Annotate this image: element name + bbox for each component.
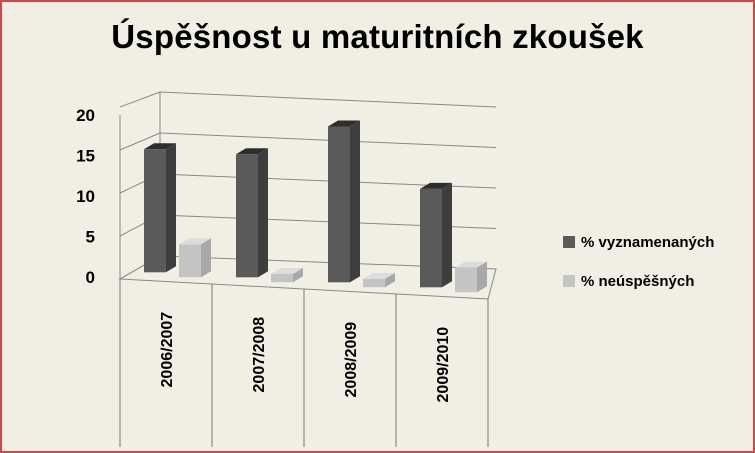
bar-neuspesnych [455, 267, 477, 293]
category-label: 2006/2007 [159, 312, 176, 388]
side-gridline [119, 132, 161, 151]
bar-vyznamenanych [420, 188, 442, 288]
bar-vyznamenanych [144, 149, 166, 273]
legend-item-neuspesnych: % neúspěšných [563, 273, 694, 290]
bar-side [385, 273, 395, 288]
bar-top [420, 182, 452, 189]
bar-side [201, 238, 211, 278]
chart-title: Úspěšnost u maturitních zkoušek [111, 18, 644, 55]
bar-vyznamenanych [236, 154, 258, 278]
gridline [159, 91, 497, 108]
category-label: 2008/2009 [343, 322, 360, 398]
bar-top [328, 120, 360, 127]
category-label: 2009/2010 [435, 327, 452, 403]
bar-top [363, 273, 395, 280]
y-tick-label: 5 [86, 228, 95, 247]
y-tick-label: 10 [76, 187, 95, 206]
legend-swatch-vyznamenanych [563, 236, 575, 248]
bar-vyznamenanych [328, 126, 350, 283]
legend-label-neuspesnych: % neúspěšných [581, 273, 695, 290]
bar-top [179, 238, 211, 245]
bar-top [455, 261, 487, 268]
legend-swatch-neuspesnych [563, 275, 575, 287]
legend-item-vyznamenanych: % vyznamenaných [563, 234, 714, 251]
bar-neuspesnych [363, 279, 385, 288]
y-tick-label: 0 [86, 268, 95, 287]
y-tick-label: 20 [76, 106, 95, 125]
bar-side [258, 148, 268, 278]
bar-top [271, 268, 303, 275]
bar-side [293, 268, 303, 283]
legend-label-vyznamenanych: % vyznamenaných [581, 234, 715, 251]
category-label: 2007/2008 [251, 317, 268, 393]
y-tick-label: 15 [76, 147, 95, 166]
bar-neuspesnych [271, 274, 293, 283]
bar-side [166, 143, 176, 273]
bar-neuspesnych [179, 244, 201, 278]
bar-top [144, 143, 176, 150]
bar-side [350, 120, 360, 283]
bar-side [442, 182, 452, 288]
side-gridline [119, 91, 161, 108]
bar-side [477, 261, 487, 293]
bar-top [236, 148, 268, 155]
